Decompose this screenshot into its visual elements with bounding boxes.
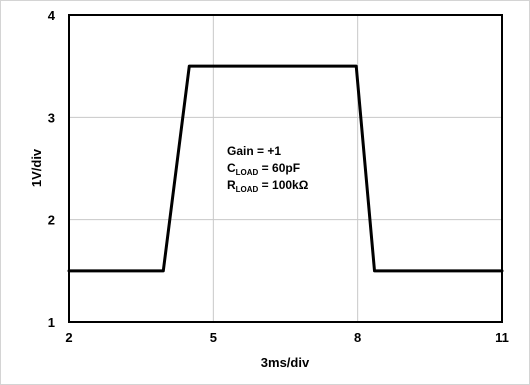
annotation-rload-value: = 100kΩ bbox=[258, 178, 308, 192]
y-tick-label-0: 1 bbox=[48, 315, 55, 330]
y-tick-label-3: 4 bbox=[48, 8, 56, 23]
annotation-rload-prefix: R bbox=[227, 178, 236, 192]
annotation-cload-prefix: C bbox=[227, 161, 236, 175]
y-tick-label-2: 3 bbox=[48, 110, 55, 125]
plot-area-frame bbox=[68, 14, 503, 323]
x-tick-label-1: 5 bbox=[210, 330, 217, 345]
x-tick-label-2: 8 bbox=[354, 330, 361, 345]
annotation-rload: RLOAD = 100kΩ bbox=[227, 178, 309, 194]
annotation: Gain = +1 CLOAD = 60pF RLOAD = 100kΩ bbox=[227, 144, 309, 194]
x-axis-label: 3ms/div bbox=[261, 355, 310, 370]
y-tick-label-1: 2 bbox=[48, 213, 55, 228]
annotation-gain: Gain = +1 bbox=[227, 144, 281, 158]
annotation-cload: CLOAD = 60pF bbox=[227, 161, 300, 177]
series-group bbox=[67, 64, 504, 273]
series-line-0 bbox=[67, 64, 504, 273]
x-tick-label-3: 11 bbox=[495, 330, 509, 345]
annotation-cload-sub: LOAD bbox=[236, 168, 259, 177]
annotation-rload-sub: LOAD bbox=[236, 185, 259, 194]
annotation-cload-value: = 60pF bbox=[258, 161, 300, 175]
x-tick-label-0: 2 bbox=[65, 330, 72, 345]
y-axis-label: 1V/div bbox=[29, 148, 44, 187]
